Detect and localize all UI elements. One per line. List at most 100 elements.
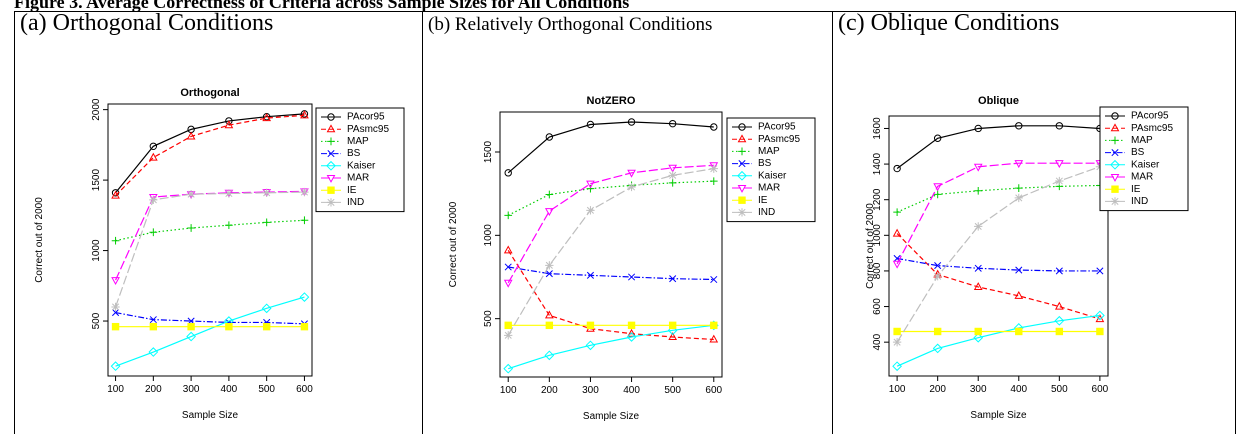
legend-label: MAP (347, 136, 369, 147)
series-line (507, 180, 714, 216)
y-tick-label: 1000 (872, 224, 883, 247)
table-border (14, 11, 1236, 434)
x-tick-label: 100 (500, 385, 517, 396)
legend-marker (1110, 173, 1120, 182)
legend-label: PAcor95 (1131, 111, 1169, 122)
marker (111, 302, 120, 312)
legend-marker (327, 113, 335, 121)
marker (504, 321, 512, 330)
marker (148, 152, 158, 161)
marker (668, 119, 677, 128)
legend-label: IE (347, 185, 357, 196)
legend-marker (327, 150, 335, 158)
marker (224, 120, 234, 129)
marker (225, 221, 233, 230)
y-tick-label: 1600 (872, 117, 883, 140)
marker (668, 178, 677, 187)
marker (893, 164, 901, 173)
marker (709, 177, 718, 186)
x-tick-label: 200 (929, 384, 946, 395)
legend-label: Kaiser (1131, 159, 1160, 170)
marker (299, 292, 310, 302)
series-line (896, 184, 1100, 213)
marker (585, 340, 596, 351)
legend-label: IE (758, 195, 768, 206)
marker (586, 180, 595, 189)
legend-label: MAP (1131, 135, 1153, 146)
marker (503, 279, 513, 288)
legend-marker (327, 186, 335, 194)
marker (627, 182, 636, 192)
marker (545, 190, 554, 199)
y-tick-label: 800 (872, 262, 883, 279)
series-line (115, 114, 305, 197)
marker (1055, 327, 1064, 336)
legend-marker (738, 196, 746, 204)
legend-marker (1110, 159, 1120, 170)
marker (545, 133, 554, 141)
legend-marker (326, 198, 336, 207)
marker (186, 331, 196, 342)
marker (110, 361, 121, 372)
plot-box (499, 111, 723, 378)
series-line (507, 250, 714, 341)
x-tick-label: 200 (145, 384, 162, 395)
legend-marker (1111, 185, 1119, 193)
panel-label: (a) Orthogonal Conditions (20, 10, 273, 36)
x-tick-label: 400 (1010, 384, 1027, 395)
marker (933, 134, 942, 142)
marker (545, 321, 554, 330)
marker (262, 188, 271, 197)
x-tick-label: 500 (1051, 384, 1068, 395)
marker (668, 164, 678, 173)
legend-marker (738, 123, 746, 131)
x-axis-label: Sample Size (970, 410, 1027, 421)
marker (892, 361, 902, 372)
legend-label: IND (1131, 196, 1148, 207)
legend-label: MAR (347, 173, 369, 184)
marker (300, 216, 309, 225)
legend-label: BS (1131, 147, 1145, 158)
marker (261, 303, 272, 314)
marker (710, 321, 718, 330)
marker (149, 322, 158, 331)
marker (186, 131, 196, 140)
marker (892, 260, 902, 269)
x-tick-label: 100 (107, 384, 124, 395)
marker (626, 332, 637, 342)
marker (628, 273, 636, 281)
marker (1055, 176, 1064, 186)
marker (1015, 122, 1023, 130)
y-axis-label: Correct out of 2000 (865, 203, 876, 289)
marker (892, 228, 902, 237)
marker (111, 236, 120, 245)
marker (262, 218, 271, 227)
legend-marker (738, 147, 746, 156)
marker (544, 208, 554, 217)
series-line (507, 121, 714, 174)
marker (974, 222, 983, 231)
panel-label: (b) Relatively Orthogonal Conditions (428, 14, 712, 35)
series-line (115, 113, 305, 194)
marker (1054, 160, 1064, 169)
legend-marker (1111, 112, 1119, 120)
legend-label: PAcor95 (758, 122, 796, 133)
marker (1054, 315, 1065, 326)
x-axis-label: Sample Size (583, 411, 640, 422)
x-tick-label: 500 (664, 385, 681, 396)
x-tick-label: 400 (623, 385, 640, 396)
marker (586, 184, 595, 193)
marker (1096, 327, 1104, 336)
x-tick-label: 600 (1092, 384, 1109, 395)
marker (111, 322, 120, 331)
y-axis-label: Correct out of 2000 (34, 197, 45, 283)
marker (973, 332, 984, 343)
marker (627, 328, 636, 337)
series-line (508, 266, 714, 281)
x-axis-label: Sample Size (182, 410, 239, 421)
marker (545, 261, 554, 270)
marker (1054, 301, 1064, 310)
marker (709, 334, 719, 343)
series-line (896, 233, 1101, 320)
marker (503, 245, 513, 254)
